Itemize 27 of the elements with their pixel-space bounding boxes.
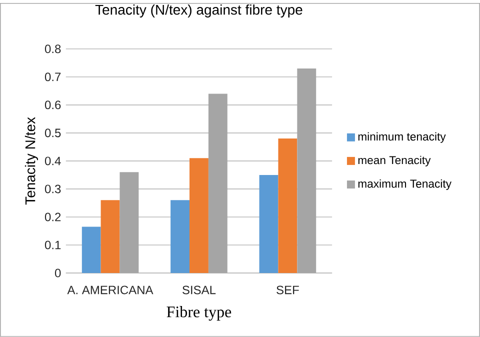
bar <box>170 200 190 274</box>
bar <box>120 172 139 274</box>
y-tick-label: 0.6 <box>44 100 61 110</box>
x-tick-label: SEF <box>276 286 299 294</box>
bar <box>278 138 298 274</box>
y-tick-label: 0.1 <box>44 240 61 250</box>
bar <box>82 226 101 274</box>
bar <box>208 94 228 274</box>
y-axis-title: Tenacity N/tex <box>24 117 38 205</box>
chart-title: Tenacity (N/tex) against fibre type <box>95 4 302 18</box>
x-tick-label: A. AMERICANA <box>67 286 154 294</box>
y-tick-label: 0.8 <box>44 44 61 54</box>
bar <box>297 68 316 274</box>
bar <box>259 175 278 274</box>
legend-label: maximum Tenacity <box>358 179 452 190</box>
y-tick-label: 0.7 <box>44 72 61 82</box>
x-tick-label: SISAL <box>182 286 216 294</box>
y-tick-label: 0.3 <box>44 184 61 194</box>
legend-label: minimum tenacity <box>358 132 446 143</box>
y-tick-label: 0.4 <box>44 156 61 166</box>
x-axis-title: Fibre type <box>166 306 232 321</box>
bar <box>100 200 120 274</box>
bar <box>190 158 208 274</box>
y-tick-label: 0.2 <box>44 212 61 222</box>
y-tick-label: 0 <box>54 268 61 278</box>
y-tick-label: 0.5 <box>44 128 61 138</box>
legend-label: mean Tenacity <box>358 156 431 166</box>
